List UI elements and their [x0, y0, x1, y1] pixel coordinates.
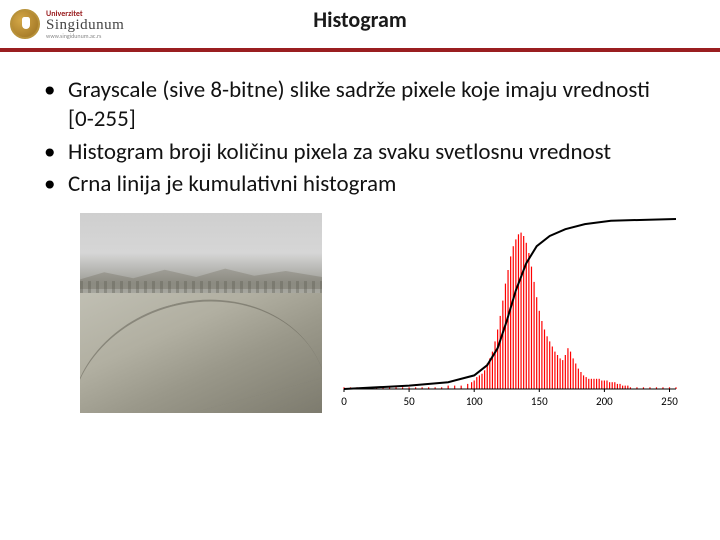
histogram-svg	[340, 213, 680, 393]
x-tick-label: 200	[596, 395, 613, 408]
slide-body: Grayscale (sive 8-bitne) slike sadrže pi…	[0, 52, 720, 423]
slide-header: Univerzitet Singidunum www.singidunum.ac…	[0, 0, 720, 48]
histogram-chart: 0 50 100 150 200 250	[340, 213, 680, 413]
bullet-item: Histogram broji količinu pixela za svaku…	[40, 138, 680, 167]
x-tick-label: 0	[341, 395, 347, 408]
x-tick-label: 100	[466, 395, 483, 408]
x-axis-ticks: 0 50 100 150 200 250	[340, 395, 680, 413]
x-tick-label: 250	[661, 395, 678, 408]
grayscale-landscape-image	[80, 213, 322, 413]
slide-title: Histogram	[0, 6, 720, 33]
bullet-item: Grayscale (sive 8-bitne) slike sadrže pi…	[40, 76, 680, 134]
x-tick-label: 50	[404, 395, 415, 408]
bullet-item: Crna linija je kumulativni histogram	[40, 170, 680, 199]
x-tick-label: 150	[531, 395, 548, 408]
figure-row: 0 50 100 150 200 250	[40, 213, 680, 413]
bullet-list: Grayscale (sive 8-bitne) slike sadrže pi…	[40, 76, 680, 199]
logo-sub-text: www.singidunum.ac.rs	[46, 33, 124, 39]
